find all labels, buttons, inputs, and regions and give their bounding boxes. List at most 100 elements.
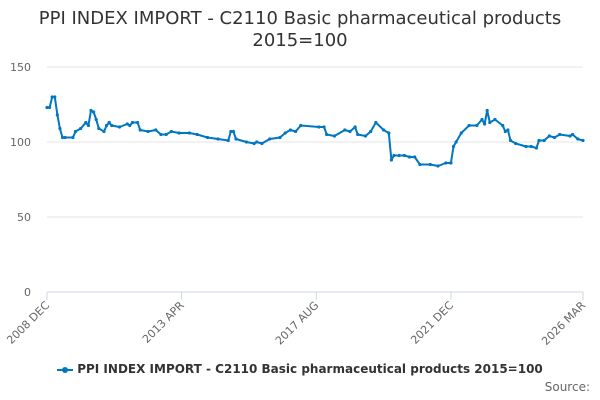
data-point <box>159 132 163 137</box>
data-point <box>229 129 233 134</box>
data-point <box>542 138 546 143</box>
data-point <box>449 161 453 165</box>
data-point <box>389 158 393 162</box>
data-point <box>514 141 518 146</box>
data-point <box>283 131 287 135</box>
data-point <box>407 155 412 159</box>
data-point <box>363 134 368 138</box>
data-point <box>73 129 78 134</box>
x-tick-label: 2013 APR <box>140 299 187 346</box>
data-point <box>467 123 471 128</box>
data-point <box>58 126 62 131</box>
data-point <box>45 105 49 110</box>
data-point <box>97 126 101 131</box>
data-point <box>130 120 135 125</box>
data-point <box>413 155 417 159</box>
data-point <box>226 138 230 143</box>
data-point <box>63 135 67 140</box>
data-point <box>418 162 422 167</box>
data-point <box>154 128 158 132</box>
legend-label: PPI INDEX IMPORT - C2110 Basic pharmaceu… <box>77 362 543 376</box>
data-point <box>387 131 391 135</box>
data-point <box>454 140 458 144</box>
data-point <box>552 135 557 140</box>
chart-subtitle: 2015=100 <box>252 30 348 51</box>
data-point <box>576 137 580 141</box>
source-label: Source: <box>544 380 590 394</box>
y-tick-label: 0 <box>24 286 31 299</box>
data-point <box>506 128 510 132</box>
data-point <box>128 123 132 128</box>
data-point <box>187 131 192 135</box>
data-point <box>451 144 456 149</box>
data-point <box>50 95 54 99</box>
data-point <box>322 125 326 129</box>
y-tick-label: 150 <box>10 61 31 74</box>
data-point <box>252 141 256 146</box>
data-point <box>348 129 352 134</box>
x-tick-label: 2008 DEC <box>4 299 52 347</box>
data-point <box>392 153 396 158</box>
data-point <box>195 132 199 137</box>
data-point <box>104 123 109 128</box>
data-point <box>343 128 347 132</box>
data-point <box>382 128 386 132</box>
data-point <box>244 140 248 144</box>
data-point <box>146 129 150 134</box>
data-point <box>397 153 401 158</box>
data-point <box>558 132 562 137</box>
data-point <box>89 108 93 113</box>
y-tick-label: 100 <box>10 136 31 149</box>
data-point <box>278 135 282 140</box>
data-point <box>71 135 75 140</box>
data-point <box>60 135 65 140</box>
data-point <box>353 125 357 129</box>
data-point <box>508 138 513 143</box>
data-point <box>102 129 106 134</box>
x-tick-label: 2026 MAR <box>539 299 588 348</box>
series-line <box>47 96 584 167</box>
data-point <box>84 120 88 125</box>
data-point <box>94 117 98 122</box>
data-point <box>231 129 236 134</box>
data-point <box>47 105 52 110</box>
data-point <box>459 131 463 135</box>
data-point <box>332 134 337 138</box>
data-point <box>475 123 479 128</box>
data-point <box>325 132 329 137</box>
legend-swatch <box>57 366 74 373</box>
x-tick-label: 2021 DEC <box>408 299 456 347</box>
data-point <box>55 113 59 117</box>
data-point <box>288 128 293 132</box>
data-point <box>493 117 497 122</box>
data-point <box>117 125 122 129</box>
data-point <box>534 146 538 150</box>
data-point <box>216 137 220 141</box>
data-point <box>107 120 111 125</box>
data-point <box>503 129 507 134</box>
legend[interactable]: PPI INDEX IMPORT - C2110 Basic pharmaceu… <box>0 362 600 376</box>
data-point <box>488 120 492 125</box>
data-point <box>374 120 378 125</box>
data-point <box>524 144 528 149</box>
data-point <box>293 129 298 134</box>
data-point <box>444 161 448 165</box>
data-point <box>501 123 505 128</box>
x-tick-label: 2017 AUG <box>273 299 322 348</box>
data-point <box>260 141 264 146</box>
data-point <box>268 137 272 141</box>
data-point <box>529 144 533 149</box>
data-point <box>485 108 489 113</box>
data-point <box>205 135 210 140</box>
data-point <box>177 131 181 135</box>
data-point <box>125 122 129 126</box>
data-point <box>255 140 259 144</box>
data-point <box>402 153 406 158</box>
data-point <box>136 120 140 125</box>
data-point <box>138 128 142 132</box>
data-point <box>428 162 432 167</box>
chart-title-line1: PPI INDEX IMPORT - C2110 Basic pharmaceu… <box>38 8 562 29</box>
data-point <box>110 123 114 128</box>
data-point <box>164 132 168 137</box>
